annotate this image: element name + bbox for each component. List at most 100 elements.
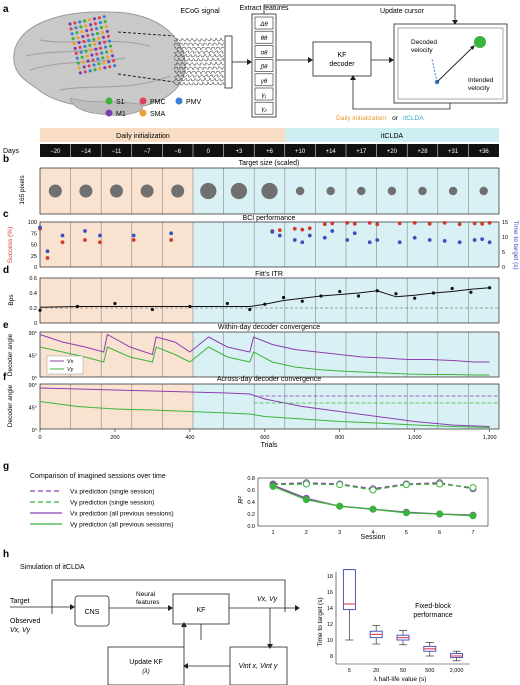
feature-label: Δθ xyxy=(259,22,268,28)
g-xtick: 2 xyxy=(305,530,308,536)
box-xtick: 20 xyxy=(373,668,379,674)
electrode-dot xyxy=(107,39,112,43)
perf-point xyxy=(472,221,477,226)
electrode-dot xyxy=(84,49,88,53)
electrode-dot xyxy=(87,18,92,22)
cns-box xyxy=(74,595,110,627)
panel-f-plot: 90° 45° 0° xyxy=(29,383,500,434)
trials-tick-label: 400 xyxy=(185,435,194,441)
electrode-dot xyxy=(86,59,90,63)
itr-point xyxy=(248,307,252,312)
perf-point xyxy=(480,221,485,226)
electrode-dot xyxy=(96,57,100,61)
panel-letter-b: b xyxy=(3,154,9,165)
day-label: +36 xyxy=(479,149,490,155)
electrode-dot xyxy=(80,55,84,59)
panel-e-title: Within-day decoder convergence xyxy=(218,324,320,331)
angle-ytick: 45° xyxy=(29,354,37,360)
perf-point xyxy=(442,221,447,225)
day-label: +10 xyxy=(295,149,306,155)
electrode-dot xyxy=(105,29,109,33)
perf-point xyxy=(292,238,297,242)
electrode-dot xyxy=(81,60,85,64)
arrowhead-intended xyxy=(470,45,475,50)
sma-dot xyxy=(139,109,147,117)
perf-point xyxy=(487,240,492,245)
electrode-dot xyxy=(93,22,98,26)
c-ytick-left: 25 xyxy=(31,254,37,260)
day-label: +31 xyxy=(448,149,459,155)
g-xtick: 1 xyxy=(271,530,274,536)
panel-h-boxplot: 18 16 14 12 10 8 5 20 50 500 2,000 xyxy=(327,569,470,674)
g-series-point xyxy=(402,481,410,489)
electrode-dot xyxy=(106,55,110,59)
day-label: −11 xyxy=(112,149,122,155)
itr-point xyxy=(431,291,436,295)
ecog-trace xyxy=(173,49,225,55)
electrode-dot xyxy=(71,37,75,41)
electrode-dot xyxy=(105,50,109,54)
daily-init-band xyxy=(40,128,285,142)
electrode-dot xyxy=(100,51,104,55)
perf-point xyxy=(300,240,305,245)
g-series-point xyxy=(469,484,477,492)
perf-point xyxy=(277,233,282,238)
day-label: 0 xyxy=(207,149,211,155)
g-series-point xyxy=(302,496,310,504)
vint-label: Vint x, Vint y xyxy=(239,663,278,670)
electrode-dot xyxy=(103,20,107,24)
g-legend-label: Vy prediction (all previous sessions) xyxy=(70,522,173,529)
electrode-dot xyxy=(104,24,108,29)
perf-point xyxy=(397,240,402,245)
feature-label: γ₂ xyxy=(261,107,267,113)
feature-box xyxy=(254,73,274,87)
vint-box xyxy=(229,646,288,685)
target-size-marker xyxy=(200,182,217,200)
electrode-dot xyxy=(111,59,116,63)
panel-e-ylabel: Decoder angle xyxy=(7,333,14,376)
feature-label: γ₁ xyxy=(262,93,267,99)
sim-outer-loop xyxy=(51,579,286,614)
panel-f-bg-init xyxy=(40,384,193,429)
perf-point xyxy=(352,231,357,236)
perf-point xyxy=(487,221,492,225)
ecog-trace xyxy=(173,73,225,79)
g-xtick: 5 xyxy=(405,530,408,536)
day-label: +6 xyxy=(266,149,274,155)
days-ticks: −20 −14 −11 −7 −6 0 +3 +6 +10 +14 +17 +20 +28 +31 +36 xyxy=(50,144,489,157)
or-text: or xyxy=(392,115,399,122)
day-label: −7 xyxy=(144,149,152,155)
electrode-dot xyxy=(108,44,113,48)
perf-point xyxy=(427,238,432,242)
vint-arrowhead xyxy=(183,663,188,669)
c-ytick-right: 10 xyxy=(502,235,508,241)
electrode-dot xyxy=(84,24,88,28)
feature-label: θθ xyxy=(261,36,268,42)
electrode-dot xyxy=(90,53,94,57)
perf-point xyxy=(60,233,65,238)
panel-letter-g: g xyxy=(3,461,9,472)
perf-point xyxy=(397,221,402,226)
panel-d-ylabel: Bps xyxy=(8,294,15,306)
electrode-dot xyxy=(85,29,89,33)
feature-label: αθ xyxy=(261,50,268,56)
electrode-dot xyxy=(102,40,107,44)
electrode-dot xyxy=(79,25,83,29)
itr-point xyxy=(188,304,192,309)
electrode-dot xyxy=(101,35,106,39)
sim-kf-label: KF xyxy=(197,607,206,614)
legend-s1: S1 xyxy=(116,99,125,106)
panel-f-frame xyxy=(39,383,500,430)
legend-pmv: PMV xyxy=(186,99,202,106)
perf-point xyxy=(169,238,174,242)
electrode-dot xyxy=(92,17,97,21)
d-ytick: 0 xyxy=(34,321,37,327)
perf-point xyxy=(480,237,485,242)
angle-ytick: 0° xyxy=(32,376,37,382)
target-size-marker xyxy=(448,186,458,196)
g-series-point xyxy=(369,505,377,513)
box-ytick: 10 xyxy=(327,638,333,644)
electrode-dot xyxy=(82,65,86,69)
target-size-marker xyxy=(479,186,488,196)
